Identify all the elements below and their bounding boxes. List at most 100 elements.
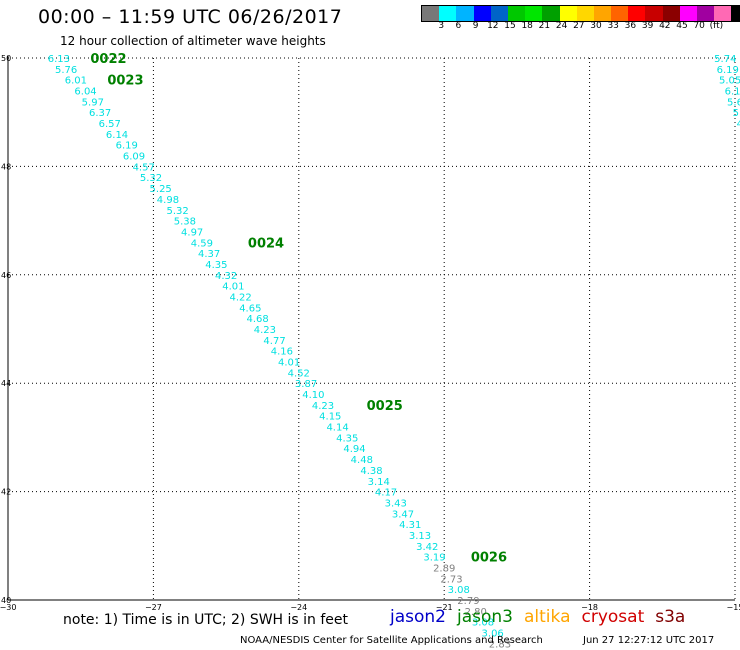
wave-height-value: 3.06 [482,629,504,640]
wave-height-value: 4.01 [278,358,300,369]
colorbar-tick-label: 24 [555,21,568,31]
colorbar-tick-label: 27 [573,21,585,31]
wave-height-value: 3.13 [409,531,431,542]
credit-line: NOAA/NESDIS Center for Satellite Applica… [240,635,543,646]
colorbar-swatch [679,6,697,21]
legend-item-jason3: jason3 [457,607,513,627]
colorbar-swatch [593,6,612,21]
colorbar-swatch [576,6,594,21]
colorbar-labels: 3 6 9 12 15 18 21 24 27 30 33 36 39 42 45 70 (ft) [421,21,740,33]
wave-height-value: 4.22 [230,292,252,303]
longitude-label: −18 [581,603,598,612]
colorbar-swatch [490,6,508,21]
colorbar-tick-label: 70 [693,21,705,31]
time-marker: 0024 [248,236,284,251]
wave-height-value-edge: 6.19 [717,65,739,76]
wave-height-value: 6.37 [89,108,111,119]
longitude-label: −15 [727,603,740,612]
wave-height-value-edge: 5.74 [714,54,736,65]
colorbar-swatch [507,6,526,21]
time-markers: 0022 0023 0024 0025 0026 [90,52,507,566]
wave-height-value: 4.35 [205,260,227,271]
colorbar-swatch [731,6,740,21]
wave-height-value: 5.76 [55,65,77,76]
wave-height-value-edge: 5.05 [719,76,740,87]
wave-height-value: 4.35 [336,433,358,444]
wave-height-value: 4.16 [271,347,293,358]
wave-height-value: 2.79 [457,596,479,607]
colorbar-swatch [628,6,646,21]
axis-labels: 50 48 46 44 42 40−30 −27 −24 −21 −18 −15 [0,54,740,612]
wave-height-value: 4.37 [198,249,220,260]
wave-height-value: 4.59 [191,238,213,249]
colorbar-tick-label: 9 [472,21,479,31]
generation-timestamp: Jun 27 12:27:12 UTC 2017 [583,635,715,646]
wave-height-value: 6.14 [106,130,128,141]
time-marker: 0022 [90,52,126,67]
colorbar-tick-label: 36 [624,21,637,31]
legend-item-altika: altika [524,607,571,627]
wave-height-value: 4.38 [360,466,382,477]
colorbar-tick-label: 39 [641,21,654,31]
colorbar-swatch [525,6,543,21]
colorbar-swatch [439,6,457,21]
legend-item-cryosat: cryosat [581,607,645,627]
legend-item-s3a: s3a [655,607,686,627]
legend-item-jason2: jason2 [390,607,446,627]
colorbar-swatch [542,6,560,21]
wave-height-value-edge: 5.6 [727,97,740,108]
latitude-label: 46 [1,271,11,280]
colorbar-tick-label: 30 [590,21,602,31]
wave-height-value: 4.77 [263,336,285,347]
wave-height-value: 4.57 [133,162,155,173]
colorbar-tick-label: 33 [607,21,619,31]
longitude-label: −24 [290,603,307,612]
colorbar-swatch [697,6,715,21]
latitude-label: 42 [1,488,11,497]
wave-height-value-edge: 6.1 [725,87,740,98]
colorbar-swatch [473,6,491,21]
colorbar-swatch [611,6,629,21]
satellite-track: 6.135.766.016.045.976.376.576.146.196.09… [48,54,740,650]
latitude-label: 48 [1,162,11,171]
colorbar-tick-label: 6 [455,21,462,31]
longitude-label: −27 [145,603,162,612]
latitude-label: 40 [1,596,11,605]
wave-height-value: 4.14 [326,423,348,434]
wave-height-value: 4.23 [254,325,276,336]
colorbar-tick-label: (ft) [709,21,724,31]
wave-height-colorbar [421,5,740,22]
wave-height-value: 4.31 [399,520,421,531]
footnote: note: 1) Time is in UTC; 2) SWH is in fe… [63,612,349,628]
colorbar-tick-label: 45 [676,21,688,31]
colorbar-swatch [645,6,663,21]
map-subtitle: 12 hour collection of altimeter wave hei… [60,34,326,48]
wave-height-value: 4.97 [181,227,203,238]
wave-height-value: 3.47 [392,509,414,520]
colorbar-tick-label: 12 [487,21,499,31]
wave-height-value: 5.32 [140,173,162,184]
time-marker: 0026 [471,551,507,566]
satellite-legend: jason2 jason3 altika cryosat s3a [390,607,696,627]
wave-height-value: 4.68 [246,314,268,325]
wave-height-value: 2.73 [440,574,462,585]
time-marker: 0025 [367,399,403,414]
wave-height-value: 2.80 [465,607,487,618]
wave-height-value: 4.65 [239,303,261,314]
longitude-label: −21 [436,603,453,612]
colorbar-tick-label: 18 [521,21,533,31]
wave-height-value: 6.19 [116,141,138,152]
wave-height-value: 3.43 [385,498,407,509]
wave-height-value: 3.08 [448,585,470,596]
colorbar-tick-label: 42 [659,21,671,31]
wave-height-value: 2.83 [489,639,511,650]
wave-height-value: 3.14 [368,477,390,488]
wave-height-value: 4.23 [312,401,334,412]
wave-height-value: 4.15 [319,412,341,423]
colorbar-swatch [456,6,474,21]
wave-height-value-edge: 5. [733,108,740,119]
latitude-label: 50 [1,54,11,63]
wave-height-value: 4.17 [375,488,397,499]
wave-height-value: 3.19 [423,553,445,564]
